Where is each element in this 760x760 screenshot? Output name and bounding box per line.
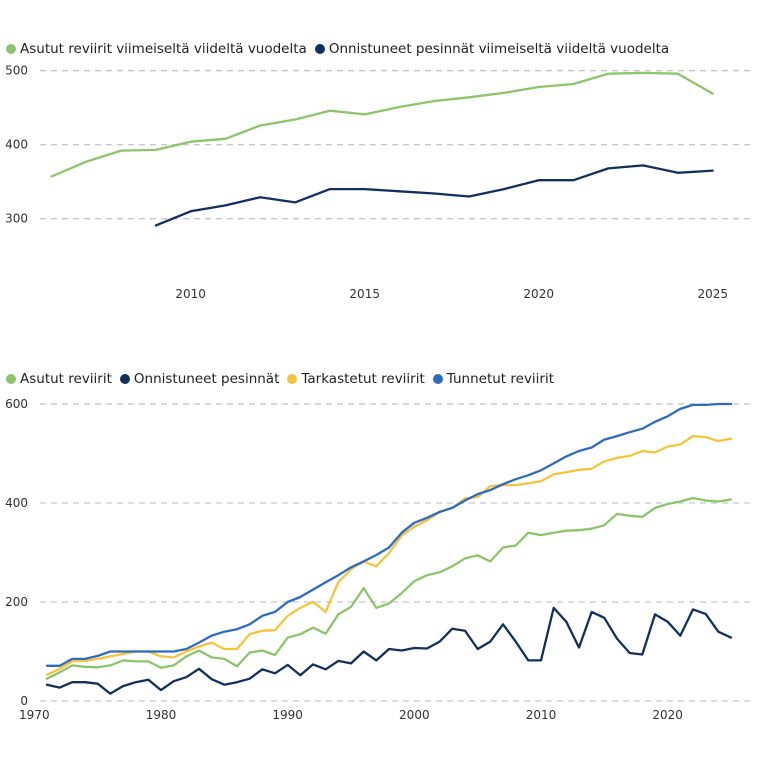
- legend-item[interactable]: Tunnetut reviirit: [432, 371, 555, 387]
- y-tick-label: 400: [5, 496, 28, 510]
- legend-label: Asutut reviirit viimeiseltä viideltä vuo…: [20, 41, 307, 57]
- x-tick-label: 2010: [175, 287, 206, 301]
- x-tick-label: 2000: [399, 708, 430, 722]
- x-tick-label: 2020: [523, 287, 554, 301]
- legend-label: Tunnetut reviirit: [446, 371, 555, 387]
- legend-top: Asutut reviirit viimeiseltä viideltä vuo…: [6, 41, 677, 57]
- legend-marker-icon: [287, 374, 298, 384]
- series-line: [45, 434, 733, 676]
- x-tick-label: 1990: [272, 708, 303, 722]
- x-tick-label: 2025: [697, 287, 728, 301]
- y-tick-label: 400: [5, 138, 28, 152]
- y-tick-label: 600: [5, 397, 28, 411]
- legend-marker-icon: [314, 44, 325, 54]
- y-tick-label: 0: [20, 694, 28, 708]
- x-tick-label: 1980: [146, 708, 177, 722]
- legend-marker-icon: [432, 374, 443, 384]
- y-tick-label: 200: [5, 595, 28, 609]
- series-line: [45, 496, 733, 680]
- y-tick-label: 500: [5, 64, 28, 78]
- x-tick-label: 2010: [526, 708, 557, 722]
- legend-label: Tarkastetut reviirit: [301, 371, 425, 387]
- y-tick-label: 300: [5, 212, 28, 226]
- legend-item[interactable]: Asutut reviirit viimeiseltä viideltä vuo…: [6, 41, 307, 57]
- x-tick-label: 1970: [19, 708, 50, 722]
- legend-item[interactable]: Asutut reviirit: [6, 371, 112, 387]
- series-line: [45, 606, 733, 695]
- series-line: [154, 164, 714, 227]
- x-tick-label: 2020: [652, 708, 683, 722]
- legend-label: Asutut reviirit: [20, 371, 112, 387]
- legend-item[interactable]: Onnistuneet pesinnät viimeiseltä viidelt…: [314, 41, 670, 57]
- legend-marker-icon: [6, 44, 16, 54]
- legend-label: Onnistuneet pesinnät: [133, 371, 280, 387]
- series-line: [45, 402, 733, 667]
- legend-bottom: Asutut reviirit Onnistuneet pesinnät Tar…: [6, 371, 562, 387]
- legend-marker-icon: [6, 374, 16, 384]
- legend-item[interactable]: Tarkastetut reviirit: [287, 371, 425, 387]
- series-line: [50, 71, 714, 178]
- x-tick-label: 2015: [349, 287, 380, 301]
- legend-item[interactable]: Onnistuneet pesinnät: [119, 371, 280, 387]
- legend-marker-icon: [119, 374, 130, 384]
- legend-label: Onnistuneet pesinnät viimeiseltä viidelt…: [328, 41, 670, 57]
